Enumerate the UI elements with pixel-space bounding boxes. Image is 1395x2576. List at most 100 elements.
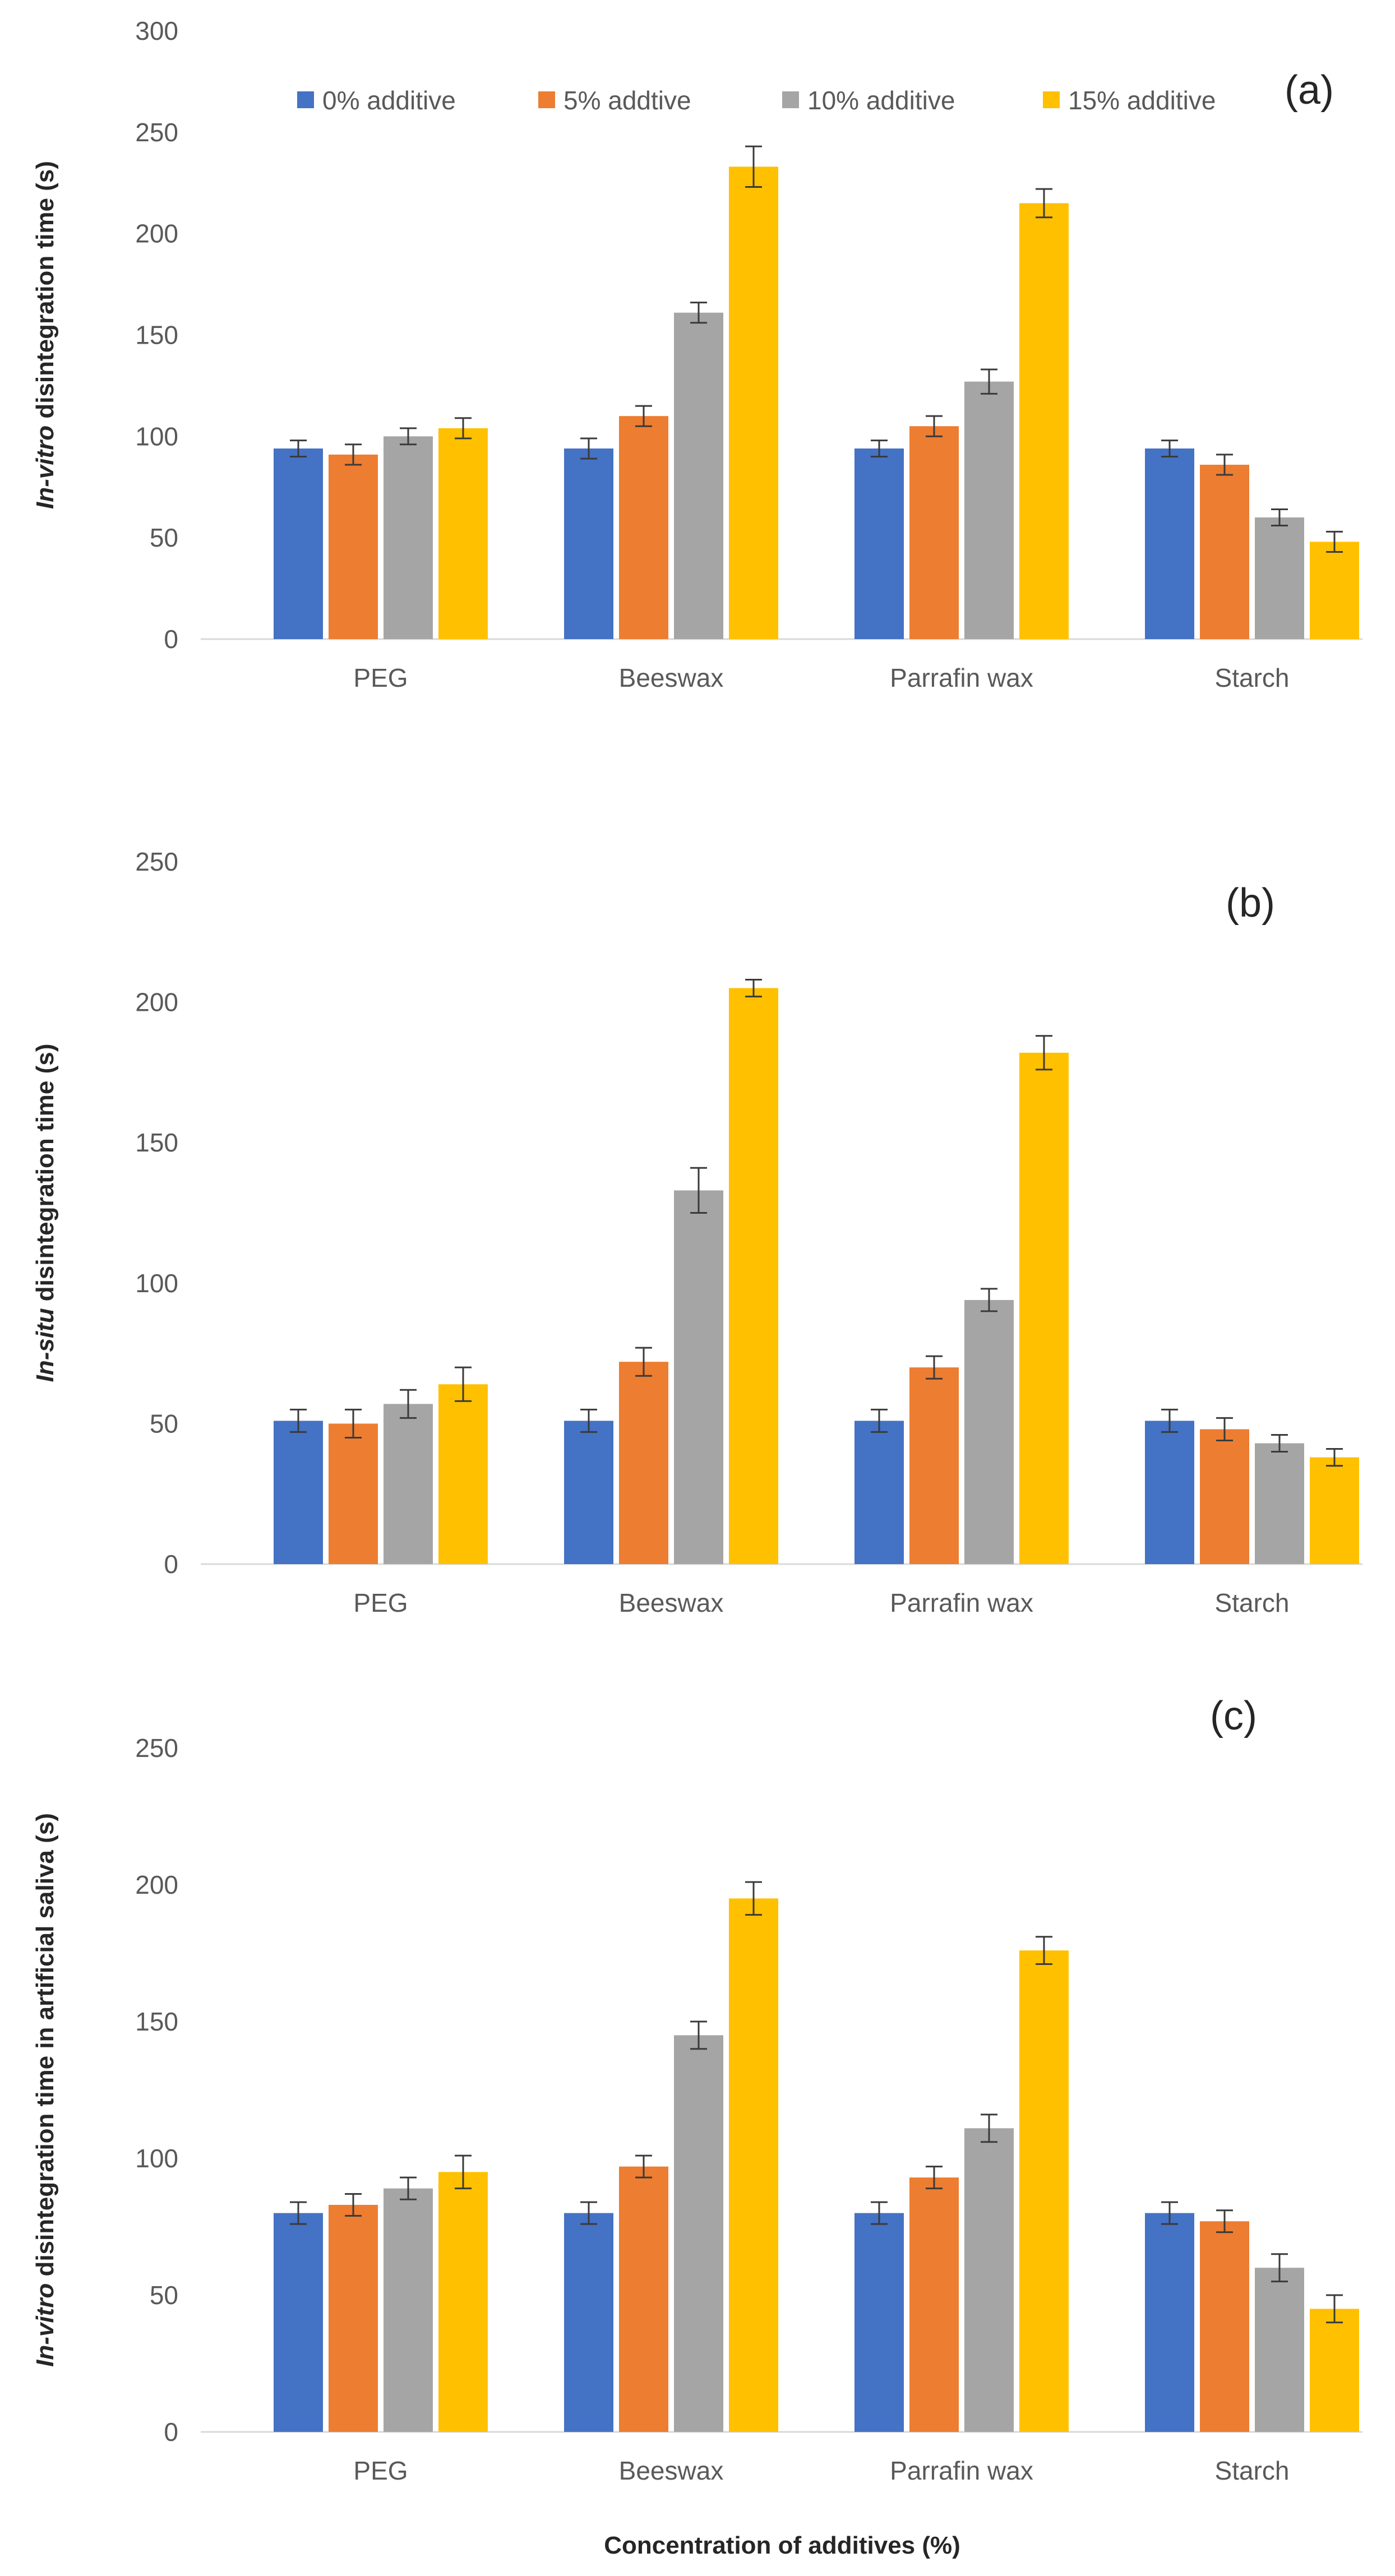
category-label: PEG (353, 663, 408, 692)
bar-3-beeswax-series-4 (729, 1898, 778, 2432)
bar-3-peg-series-4 (438, 2172, 488, 2432)
bar-1-parrafin-wax-series-4 (1019, 203, 1069, 640)
category-label: Parrafin wax (890, 2456, 1033, 2485)
bar-2-parrafin-wax-series-1 (854, 1421, 904, 1564)
y-tick-label: 50 (150, 2281, 178, 2310)
legend-entry: 15% additive (1068, 86, 1216, 115)
legend-entry: 5% addtive (563, 86, 691, 115)
y-tick-label: 250 (135, 118, 178, 147)
bar-3-starch-series-2 (1200, 2221, 1249, 2432)
bar-3-parrafin-wax-series-3 (964, 2128, 1014, 2432)
y-axis-label-italic: In-vitro (31, 2283, 59, 2367)
bar-2-peg-series-4 (438, 1384, 488, 1564)
bar-3-parrafin-wax-series-1 (854, 2213, 904, 2432)
legend-swatch (1043, 91, 1060, 108)
y-tick-label: 300 (135, 16, 178, 45)
chart-panel-1: 0 50 100 150 200 250 300 PEG Beeswax Parrafin wax… (31, 16, 1362, 692)
category-label: Beeswax (619, 1588, 724, 1617)
bar-2-parrafin-wax-series-4 (1019, 1052, 1069, 1564)
bar-3-beeswax-series-2 (619, 2166, 668, 2432)
bar-3-parrafin-wax-series-4 (1019, 1950, 1069, 2432)
chart-panel-2: 0 50 100 150 200 250 PEG Beeswax Parrafin wax Sta… (31, 847, 1362, 1617)
category-label: Beeswax (619, 663, 724, 692)
bar-3-starch-series-4 (1310, 2309, 1359, 2432)
bar-3-peg-series-3 (384, 2188, 433, 2432)
y-axis-label-italic: In-situ (31, 1308, 59, 1382)
chart-panel-3: 0 50 100 150 200 250 PEG Beeswax Parrafin wax Sta… (31, 1694, 1362, 2559)
bar-2-beeswax-series-2 (619, 1362, 668, 1564)
y-axis-label-rest: disintegration time (s) (31, 161, 59, 426)
bar-2-parrafin-wax-series-2 (909, 1367, 959, 1564)
y-tick-label: 200 (135, 988, 178, 1017)
bar-1-parrafin-wax-series-2 (909, 426, 959, 639)
y-tick-label: 200 (135, 219, 178, 248)
bar-3-starch-series-3 (1255, 2268, 1304, 2432)
y-axis-label: In-vitro disintegration time in artifici… (31, 1813, 59, 2367)
bar-2-starch-series-3 (1255, 1443, 1304, 1564)
y-axis-label: In-situ disintegration time (s) (31, 1044, 59, 1382)
bar-2-beeswax-series-4 (729, 988, 778, 1564)
y-tick-label: 100 (135, 1269, 178, 1298)
y-tick-label: 150 (135, 321, 178, 350)
bar-1-peg-series-1 (274, 448, 323, 639)
bar-2-beeswax-series-1 (564, 1421, 613, 1564)
y-axis-label-italic: In-vitro (31, 426, 59, 509)
bar-1-beeswax-series-1 (564, 448, 613, 639)
bar-1-parrafin-wax-series-1 (854, 448, 904, 639)
bar-1-beeswax-series-2 (619, 416, 668, 639)
bar-1-peg-series-3 (384, 436, 433, 639)
bar-2-starch-series-1 (1145, 1421, 1194, 1564)
category-label: Starch (1215, 2456, 1290, 2485)
bar-3-peg-series-1 (274, 2213, 323, 2432)
category-label: PEG (353, 1588, 408, 1617)
bar-3-starch-series-1 (1145, 2213, 1194, 2432)
category-label: PEG (353, 2456, 408, 2485)
bar-2-beeswax-series-3 (674, 1190, 723, 1564)
bar-1-starch-series-1 (1145, 448, 1194, 639)
legend-entry: 10% additive (807, 86, 955, 115)
panel-label: (c) (1210, 1694, 1257, 1738)
bar-1-starch-series-2 (1200, 464, 1249, 639)
bar-2-parrafin-wax-series-3 (964, 1299, 1014, 1564)
bar-1-starch-series-3 (1255, 517, 1304, 639)
bar-3-peg-series-2 (329, 2204, 378, 2432)
legend-swatch (782, 91, 799, 108)
y-tick-label: 150 (135, 2007, 178, 2036)
y-tick-label: 0 (164, 2417, 178, 2446)
y-tick-label: 250 (135, 847, 178, 876)
category-label: Beeswax (619, 2456, 724, 2485)
legend-swatch (297, 91, 314, 108)
bar-2-starch-series-2 (1200, 1429, 1249, 1564)
bar-3-beeswax-series-1 (564, 2213, 613, 2432)
bar-2-peg-series-1 (274, 1421, 323, 1564)
y-axis-label-rest: disintegration time in artificial saliva… (31, 1813, 59, 2283)
bar-1-peg-series-4 (438, 428, 488, 639)
y-axis-label: In-vitro disintegration time (s) (31, 161, 59, 509)
bar-1-starch-series-4 (1310, 542, 1359, 639)
y-axis-label-rest: disintegration time (s) (31, 1044, 59, 1308)
category-label: Starch (1215, 1588, 1290, 1617)
bar-3-parrafin-wax-series-2 (909, 2177, 959, 2432)
y-tick-label: 150 (135, 1128, 178, 1157)
bar-3-beeswax-series-3 (674, 2035, 723, 2432)
x-axis-label: Concentration of additives (%) (604, 2532, 960, 2559)
y-tick-label: 250 (135, 1733, 178, 1763)
bar-1-peg-series-2 (329, 454, 378, 639)
y-tick-label: 50 (150, 523, 178, 552)
y-tick-label: 50 (150, 1409, 178, 1438)
bar-2-peg-series-2 (329, 1423, 378, 1564)
y-tick-label: 0 (164, 625, 178, 654)
panel-label: (a) (1285, 68, 1334, 113)
category-label: Parrafin wax (890, 1588, 1033, 1617)
category-label: Parrafin wax (890, 663, 1033, 692)
bar-1-beeswax-series-4 (729, 167, 778, 640)
legend-swatch (538, 91, 555, 108)
legend-entry: 0% additive (322, 86, 456, 115)
y-tick-label: 100 (135, 422, 178, 451)
bar-2-peg-series-3 (384, 1404, 433, 1564)
bar-1-beeswax-series-3 (674, 312, 723, 639)
y-tick-label: 100 (135, 2144, 178, 2173)
bar-1-parrafin-wax-series-3 (964, 381, 1014, 639)
y-tick-label: 200 (135, 1870, 178, 1899)
